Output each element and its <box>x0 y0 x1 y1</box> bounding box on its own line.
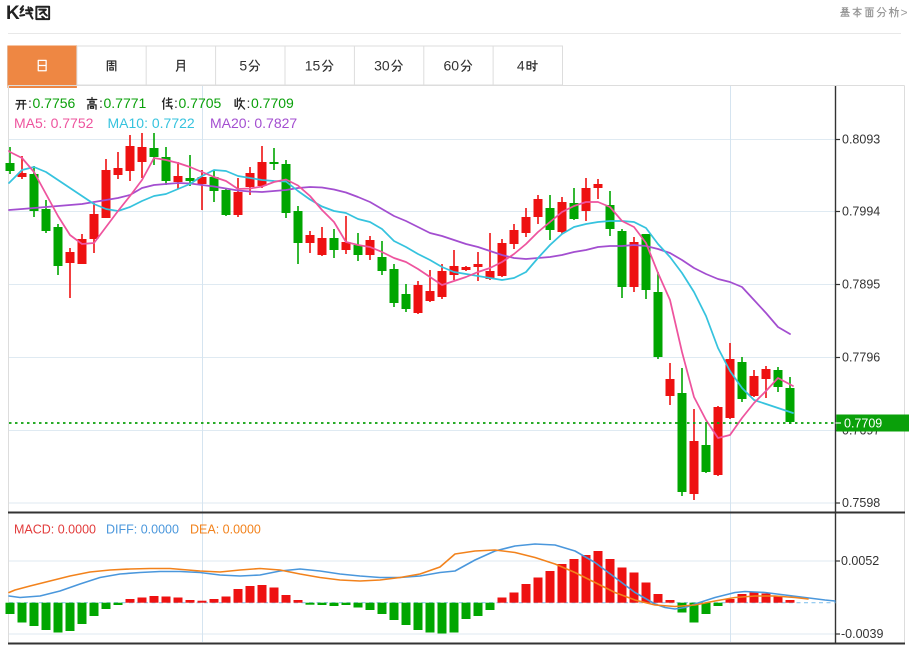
svg-text:DEA: 0.0000: DEA: 0.0000 <box>190 523 261 537</box>
svg-text:-0.0039: -0.0039 <box>841 627 883 641</box>
svg-text:30: 30 <box>374 58 390 74</box>
svg-text:0.7994: 0.7994 <box>842 205 880 219</box>
svg-text::: : <box>174 95 178 111</box>
svg-text::: : <box>247 95 251 111</box>
svg-text:60: 60 <box>443 58 459 74</box>
svg-text::: : <box>28 95 32 111</box>
svg-text:4: 4 <box>517 58 525 74</box>
svg-text:MA5: 0.7752: MA5: 0.7752 <box>14 115 94 131</box>
svg-text:MA20: 0.7827: MA20: 0.7827 <box>210 115 297 131</box>
svg-text:K: K <box>6 3 20 24</box>
svg-text:0.7756: 0.7756 <box>33 95 76 111</box>
svg-text:MA10: 0.7722: MA10: 0.7722 <box>108 115 195 131</box>
svg-text:MACD: 0.0000: MACD: 0.0000 <box>14 523 96 537</box>
svg-text::: : <box>99 95 103 111</box>
svg-text:5: 5 <box>239 58 247 74</box>
svg-text:0.7709: 0.7709 <box>844 417 882 431</box>
svg-text:15: 15 <box>305 58 321 74</box>
svg-text:0.7598: 0.7598 <box>842 496 880 510</box>
svg-text:0.0052: 0.0052 <box>841 554 879 568</box>
svg-text:0.8093: 0.8093 <box>842 133 880 147</box>
svg-text:0.7705: 0.7705 <box>179 95 222 111</box>
svg-text:DIFF: 0.0000: DIFF: 0.0000 <box>106 523 179 537</box>
svg-text:0.7709: 0.7709 <box>251 95 294 111</box>
svg-text:>: > <box>901 6 908 20</box>
svg-text:0.7796: 0.7796 <box>842 351 880 365</box>
svg-text:0.7895: 0.7895 <box>842 278 880 292</box>
svg-text:0.7771: 0.7771 <box>104 95 147 111</box>
